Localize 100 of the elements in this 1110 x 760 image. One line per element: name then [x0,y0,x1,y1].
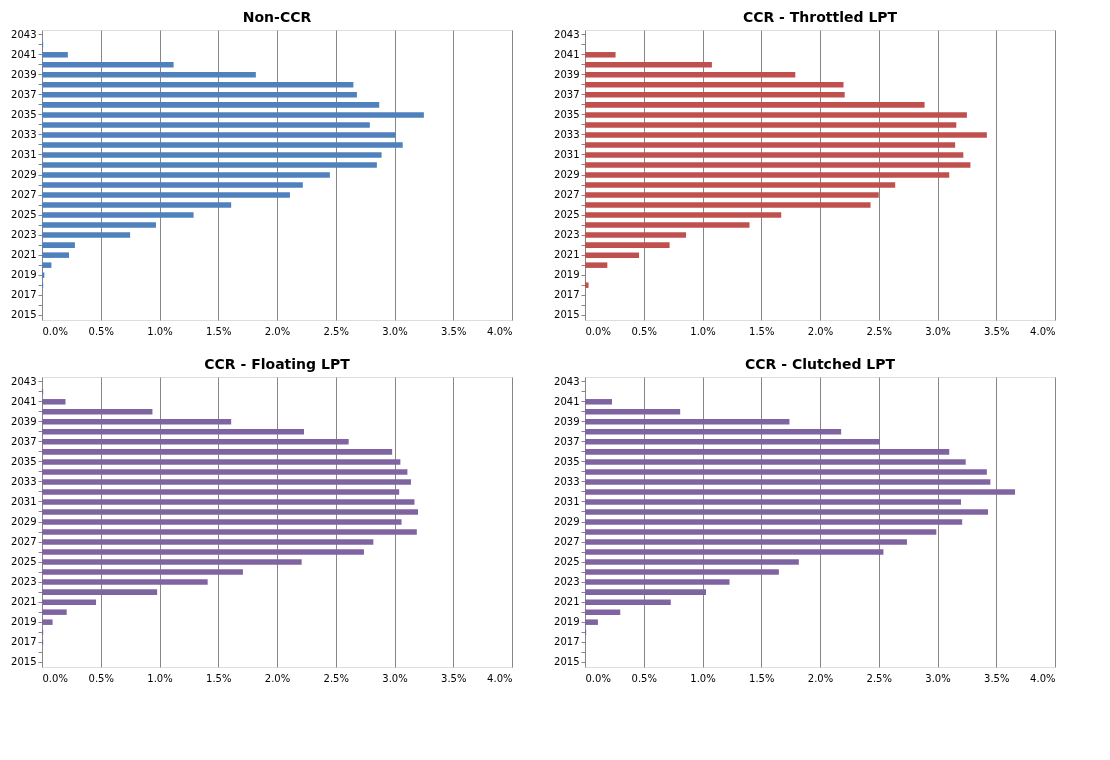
y-tick-label: 2031 [554,495,580,507]
y-tick-label: 2039 [11,415,37,427]
x-tick-label: 2.5% [866,325,892,337]
x-tick-label: 0.5% [88,672,114,684]
x-tick-label: 0.0% [42,672,68,684]
y-tick-label: 2015 [11,656,37,668]
y-tick-label: 2029 [11,169,37,180]
x-tick-label: 1.5% [206,672,232,684]
y-tick-label: 2025 [554,556,580,568]
y-tick-label: 2019 [11,616,37,628]
x-tick-label: 1.0% [147,325,173,337]
y-tick-label: 2041 [11,48,37,60]
y-tick-label: 2019 [554,269,580,281]
y-tick-label: 2039 [11,68,37,80]
x-tick-label: 1.5% [206,325,232,337]
y-tick-label: 2041 [554,395,580,407]
x-tick-label: 2.0% [807,325,834,337]
x-tick-label: 0.0% [585,325,611,337]
y-tick-label: 2035 [11,108,37,120]
y-tick-label: 2031 [11,148,37,160]
y-tick-label: 2041 [554,48,580,60]
y-tick-label: 2037 [554,88,580,100]
x-tick-label: 1.0% [690,325,716,337]
y-tick-label: 2041 [11,395,37,407]
x-tick-label: 3.0% [925,672,951,684]
x-tick-label: 2.5% [323,325,349,337]
chart-title: CCR - Throttled LPT [742,9,898,26]
y-tick-label: 2019 [11,269,37,281]
y-tick-label: 2017 [554,289,580,301]
x-tick-label: 0.5% [631,672,657,684]
y-tick-label: 2027 [11,536,37,548]
y-tick-label: 2037 [11,435,37,447]
x-tick-label: 1.0% [147,672,173,684]
x-tick-label: 3.0% [925,325,951,337]
y-tick-label: 2043 [11,28,37,40]
y-tick-label: 2023 [554,576,580,588]
y-tick-label: 2027 [11,189,37,201]
x-tick-label: 2.5% [323,672,349,684]
y-tick-label: 2025 [11,209,37,221]
chart-title: CCR - Floating LPT [204,356,351,373]
x-tick-label: 4.0% [487,672,513,684]
y-tick-label: 2031 [554,148,580,160]
y-tick-label: 2043 [554,375,580,387]
y-tick-label: 2035 [554,108,580,120]
y-tick-label: 2027 [554,189,580,201]
y-tick-label: 2033 [554,475,580,487]
y-tick-label: 2037 [554,435,580,447]
y-tick-label: 2015 [11,309,37,321]
x-tick-label: 2.0% [807,672,834,684]
y-tick-label: 2023 [554,229,580,241]
x-tick-label: 2.0% [264,672,291,684]
y-tick-label: 2043 [554,28,580,40]
x-tick-label: 3.0% [382,672,408,684]
x-tick-label: 3.5% [984,325,1010,337]
y-tick-label: 2017 [11,636,37,648]
x-tick-label: 0.0% [585,672,611,684]
chart-title: Non-CCR [242,9,312,26]
x-tick-label: 0.5% [631,325,657,337]
x-tick-label: 4.0% [487,325,513,337]
y-tick-label: 2035 [11,455,37,467]
y-tick-label: 2031 [11,495,37,507]
y-tick-label: 2021 [554,249,580,261]
y-tick-label: 2029 [554,169,580,180]
x-tick-label: 1.5% [749,325,775,337]
x-tick-label: 2.5% [866,672,892,684]
y-tick-label: 2019 [554,616,580,628]
x-tick-label: 0.0% [42,325,68,337]
chart-title: CCR - Clutched LPT [744,356,896,373]
y-tick-label: 2033 [11,128,37,140]
y-tick-label: 2025 [554,209,580,221]
x-tick-label: 2.0% [264,325,291,337]
y-tick-label: 2017 [554,636,580,648]
y-tick-label: 2021 [11,596,37,608]
x-tick-label: 3.5% [984,672,1010,684]
y-tick-label: 2015 [554,309,580,321]
y-tick-label: 2027 [554,536,580,548]
y-tick-label: 2021 [554,596,580,608]
x-tick-label: 3.5% [441,325,467,337]
y-tick-label: 2015 [554,656,580,668]
y-tick-label: 2029 [554,516,580,527]
y-tick-label: 2037 [11,88,37,100]
x-tick-label: 1.0% [690,672,716,684]
y-tick-label: 2039 [554,415,580,427]
x-tick-label: 4.0% [1030,672,1056,684]
x-tick-label: 1.5% [749,672,775,684]
y-tick-label: 2023 [11,576,37,588]
y-tick-label: 2033 [554,128,580,140]
y-tick-label: 2039 [554,68,580,80]
y-tick-label: 2029 [11,516,37,527]
y-tick-label: 2021 [11,249,37,261]
x-tick-label: 4.0% [1030,325,1056,337]
y-tick-label: 2043 [11,375,37,387]
y-tick-label: 2035 [554,455,580,467]
y-tick-label: 2023 [11,229,37,241]
y-tick-label: 2025 [11,556,37,568]
y-tick-label: 2033 [11,475,37,487]
x-tick-label: 3.0% [382,325,408,337]
y-tick-label: 2017 [11,289,37,301]
x-tick-label: 3.5% [441,672,467,684]
x-tick-label: 0.5% [88,325,114,337]
